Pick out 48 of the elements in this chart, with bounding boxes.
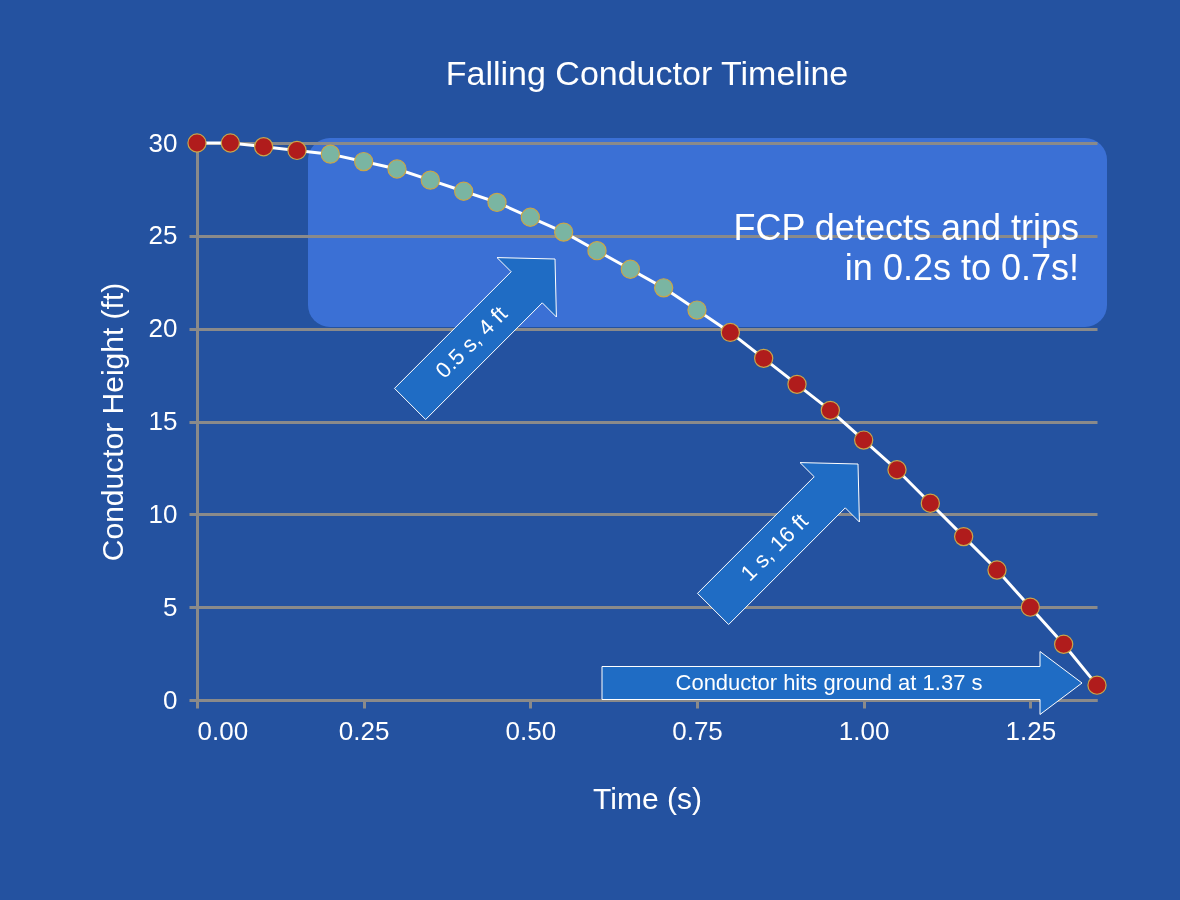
point [420,170,441,190]
point [920,493,941,513]
annotation: 0.5 s, 4 ft [430,301,513,383]
chart-title: Falling Conductor Timeline [445,54,849,92]
y-axis-title: Conductor Height (ft) [95,282,129,562]
y-tick-label: 0 [163,684,178,715]
point [320,144,341,164]
y-tick-label: 15 [148,406,178,436]
point [220,133,241,153]
point [753,348,774,369]
x-tick-label: 0.25 [338,715,390,746]
x-tick-label: 1.25 [1005,715,1057,746]
point [487,192,507,213]
point [720,322,741,343]
point [287,140,307,161]
point [387,159,407,179]
point [853,430,874,450]
y-tick-label: 30 [148,127,178,158]
point [553,222,574,242]
point [520,207,541,227]
x-tick-label: 0.75 [672,715,723,746]
annotation: FCP detects and trips in 0.2s to 0.7s! [733,207,1079,288]
point [687,300,707,320]
point [187,133,207,153]
point [353,151,374,172]
y-tick-label: 5 [163,591,178,622]
annotation: Conductor hits ground at 1.37 s [675,670,983,695]
point [787,374,807,395]
point [587,241,607,261]
y-tick-label: 10 [148,498,178,529]
x-tick-label: 0.00 [197,715,249,746]
x-axis-title: Time (s) [593,781,702,815]
x-tick-label: 0.50 [505,715,557,746]
y-tick-label: 25 [148,220,178,251]
point [1020,597,1041,617]
point [620,259,641,279]
point [1053,634,1074,654]
point [1087,675,1107,695]
point [987,560,1007,580]
point [653,278,674,298]
annotation: 1 s, 16 ft [735,508,813,586]
point [453,181,474,201]
point [953,526,974,547]
x-tick-label: 1.00 [838,715,890,746]
point [253,137,274,157]
point [887,460,907,480]
point [820,400,841,421]
y-tick-label: 20 [148,313,178,344]
